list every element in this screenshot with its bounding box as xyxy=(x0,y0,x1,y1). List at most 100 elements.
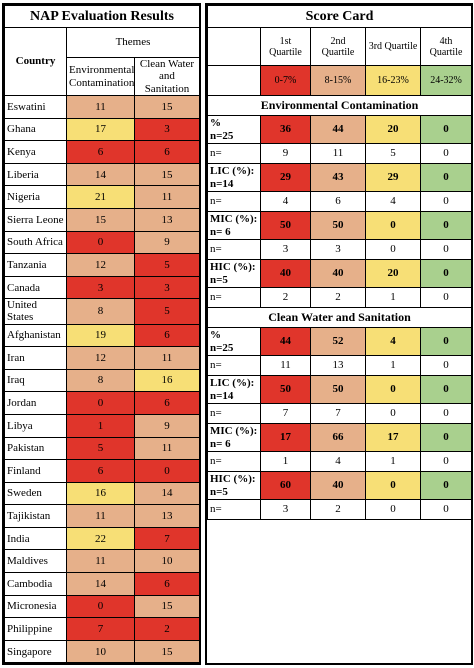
count-row: n= 1 4 1 0 xyxy=(207,451,471,472)
percent-cell: 40 xyxy=(310,259,366,288)
country-name: Maldives xyxy=(4,549,67,574)
country-name: Canada xyxy=(4,275,67,300)
country-name: South Africa xyxy=(4,230,67,255)
group-label-line: n=5 xyxy=(210,485,228,498)
count-cell: 11 xyxy=(260,355,311,376)
score-cell: 0 xyxy=(66,594,135,619)
percent-cell: 20 xyxy=(365,115,421,144)
country-row: Kenya 6 6 xyxy=(4,140,199,164)
percent-cell: 0 xyxy=(419,423,471,452)
group-label-line: % xyxy=(210,329,221,342)
country-name: Pakistan xyxy=(4,436,67,461)
country-row: Singapore 10 15 xyxy=(4,639,199,663)
quartile-header: 3rd Quartile xyxy=(365,27,421,66)
score-cell: 15 xyxy=(134,594,199,619)
score-cell: 15 xyxy=(134,639,199,663)
nap-table: NAP Evaluation Results Country Themes En… xyxy=(4,5,199,663)
score-cell: 2 xyxy=(134,617,199,641)
percent-cell: 43 xyxy=(310,163,366,192)
group-label: HIC (%): n=5 xyxy=(207,259,261,288)
score-cell: 15 xyxy=(66,207,135,232)
count-cell: 3 xyxy=(260,499,311,520)
score-cell: 0 xyxy=(66,230,135,255)
table-title: Score Card xyxy=(207,5,471,28)
country-name: Jordan xyxy=(4,391,67,415)
percent-cell: 40 xyxy=(310,471,366,500)
score-cell: 8 xyxy=(66,298,135,325)
percent-cell: 52 xyxy=(310,327,366,356)
section-row: Clean Water and Sanitation xyxy=(207,307,471,328)
percent-row: LIC (%): n=14 29 43 29 0 xyxy=(207,163,471,192)
country-name: Tajikistan xyxy=(4,504,67,528)
percent-cell: 0 xyxy=(419,259,471,288)
score-cell: 9 xyxy=(134,230,199,255)
quartile-header: 2nd Quartile xyxy=(310,27,366,66)
count-label: n= xyxy=(207,451,261,472)
country-name: Micronesia xyxy=(4,594,67,619)
country-name: Sweden xyxy=(4,481,67,506)
quartile-row: 1st Quartile 2nd Quartile 3rd Quartile 4th … xyxy=(207,27,471,66)
count-cell: 9 xyxy=(260,143,311,164)
score-cell: 9 xyxy=(134,413,199,438)
count-cell: 11 xyxy=(310,143,366,164)
percent-cell: 0 xyxy=(419,211,471,240)
country-row: India 22 7 xyxy=(4,526,199,551)
score-cell: 5 xyxy=(66,436,135,461)
count-cell: 1 xyxy=(365,287,421,308)
score-cell: 0 xyxy=(66,391,135,415)
range-cell: 0-7% xyxy=(260,65,311,96)
percent-cell: 17 xyxy=(260,423,311,452)
group-label: LIC (%): n=14 xyxy=(207,163,261,192)
percent-cell: 17 xyxy=(365,423,421,452)
group-label-line: n=14 xyxy=(210,177,234,190)
score-cell: 7 xyxy=(134,526,199,551)
percent-row: MIC (%): n= 6 50 50 0 0 xyxy=(207,211,471,240)
percent-cell: 20 xyxy=(365,259,421,288)
group-label: MIC (%): n= 6 xyxy=(207,211,261,240)
score-cell: 12 xyxy=(66,253,135,277)
country-name: Kenya xyxy=(4,140,67,164)
range-cell: 24-32% xyxy=(419,65,471,96)
group-label-line: n=25 xyxy=(210,341,234,354)
percent-cell: 0 xyxy=(419,163,471,192)
score-cell: 13 xyxy=(134,207,199,232)
count-cell: 6 xyxy=(310,191,366,212)
country-name: India xyxy=(4,526,67,551)
count-row: n= 11 13 1 0 xyxy=(207,355,471,376)
count-cell: 0 xyxy=(419,239,471,260)
count-label: n= xyxy=(207,287,261,308)
range-row: 0-7% 8-15% 16-23% 24-32% xyxy=(207,65,471,96)
percent-cell: 0 xyxy=(419,471,471,500)
group-label: % n=25 xyxy=(207,327,261,356)
country-row: Libya 1 9 xyxy=(4,413,199,438)
country-row: Cambodia 14 6 xyxy=(4,572,199,596)
country-row: Eswatini 11 15 xyxy=(4,95,199,119)
percent-cell: 66 xyxy=(310,423,366,452)
score-cell: 17 xyxy=(66,117,135,142)
group-label: % n=25 xyxy=(207,115,261,144)
count-cell: 4 xyxy=(365,191,421,212)
score-cell: 0 xyxy=(134,459,199,483)
blank xyxy=(207,65,261,96)
country-row: Jordan 0 6 xyxy=(4,391,199,415)
score-cell: 11 xyxy=(134,436,199,461)
column-header: Clean Water and Sanitation xyxy=(134,57,199,96)
country-row: Tajikistan 11 13 xyxy=(4,504,199,528)
group-label-line: HIC (%): xyxy=(210,473,256,486)
percent-cell: 0 xyxy=(419,375,471,404)
score-cell: 21 xyxy=(66,185,135,209)
percent-cell: 40 xyxy=(260,259,311,288)
percent-cell: 0 xyxy=(365,375,421,404)
count-cell: 2 xyxy=(260,287,311,308)
country-row: Nigeria 21 11 xyxy=(4,185,199,209)
score-card-table: Score Card 1st Quartile 2nd Quartile 3rd Q… xyxy=(207,5,471,520)
country-name: Afghanistan xyxy=(4,323,67,348)
score-cell: 6 xyxy=(66,140,135,164)
range-cell: 16-23% xyxy=(365,65,421,96)
score-cell: 22 xyxy=(66,526,135,551)
percent-cell: 36 xyxy=(260,115,311,144)
score-cell: 3 xyxy=(134,117,199,142)
country-row: Maldives 11 10 xyxy=(4,549,199,574)
country-row: Afghanistan 19 6 xyxy=(4,323,199,348)
